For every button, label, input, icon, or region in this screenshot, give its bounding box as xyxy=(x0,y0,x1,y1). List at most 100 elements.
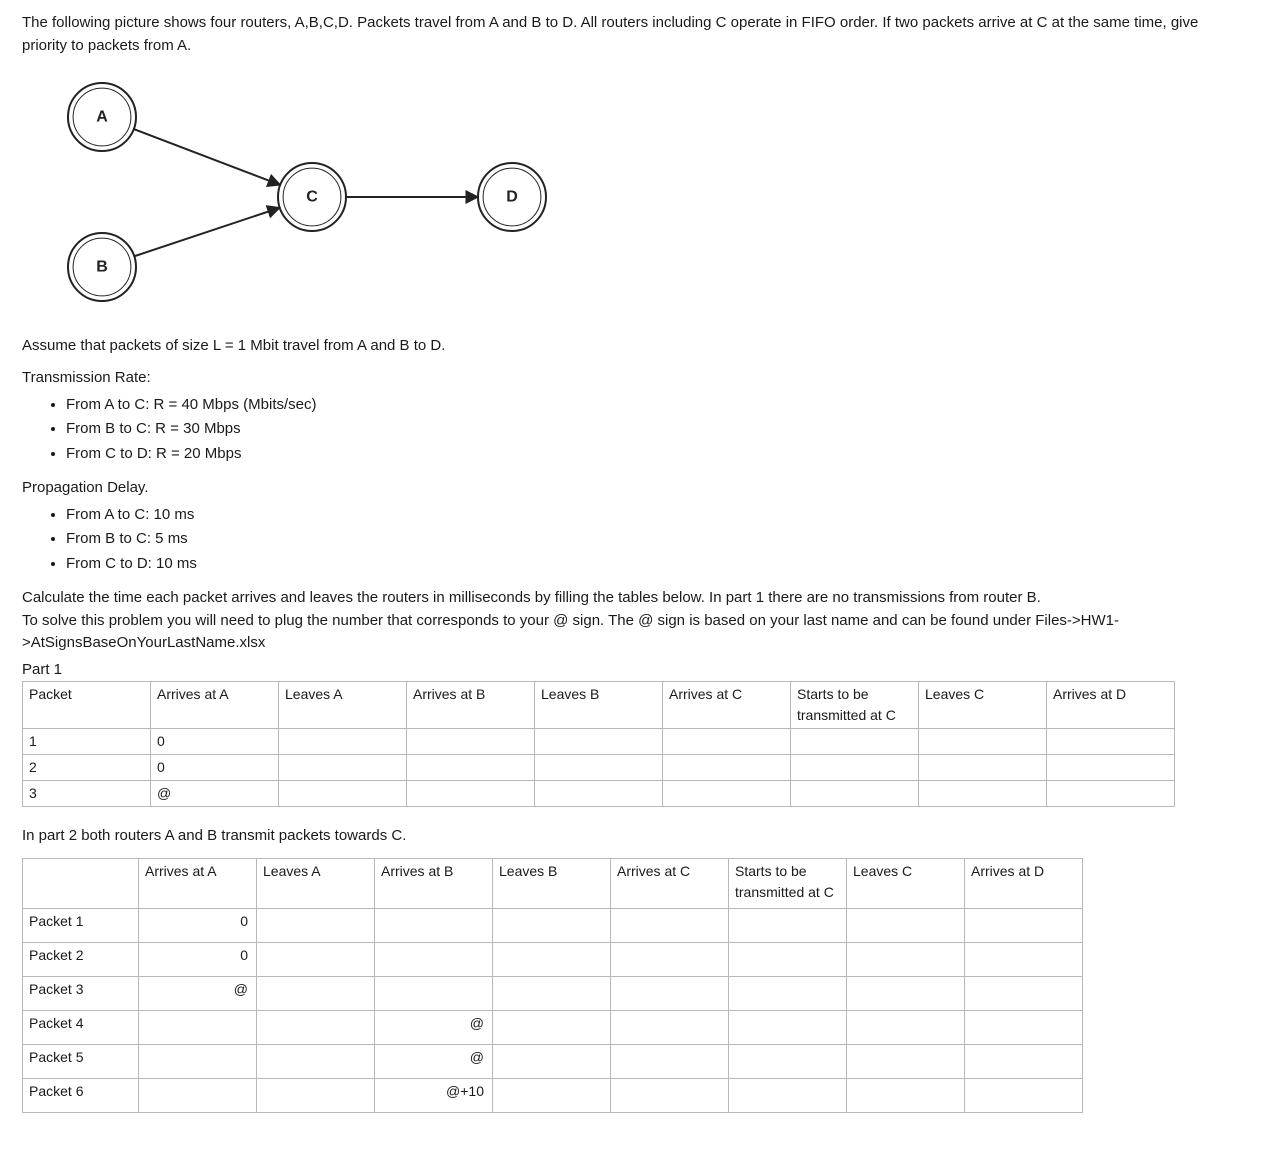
table-cell xyxy=(729,908,847,942)
column-header: Arrives at D xyxy=(965,858,1083,908)
table-cell: Packet 3 xyxy=(23,976,139,1010)
table-cell xyxy=(663,781,791,807)
table-cell: 0 xyxy=(151,755,279,781)
table-cell xyxy=(919,781,1047,807)
propagation-delay-label: Propagation Delay. xyxy=(22,477,1242,500)
table-cell xyxy=(279,755,407,781)
table-cell xyxy=(493,1044,611,1078)
table-row: 20 xyxy=(23,755,1175,781)
svg-text:D: D xyxy=(506,189,518,206)
router-diagram: ACDB xyxy=(22,67,1242,315)
column-header: Leaves C xyxy=(919,682,1047,729)
table-cell xyxy=(1047,755,1175,781)
table-cell: @ xyxy=(139,976,257,1010)
router-node-a: A xyxy=(68,83,136,151)
table-cell xyxy=(535,781,663,807)
table-cell xyxy=(965,1044,1083,1078)
table-cell xyxy=(847,976,965,1010)
router-node-d: D xyxy=(478,163,546,231)
table-cell xyxy=(729,1044,847,1078)
table-cell xyxy=(139,1010,257,1044)
table-cell xyxy=(375,976,493,1010)
part1-table: PacketArrives at ALeaves AArrives at BLe… xyxy=(22,681,1175,807)
propagation-delay-list: From A to C: 10 msFrom B to C: 5 msFrom … xyxy=(22,504,1242,576)
table-cell xyxy=(663,755,791,781)
table-cell xyxy=(493,1010,611,1044)
table-cell: 1 xyxy=(23,729,151,755)
table-row: Packet 6@+10 xyxy=(23,1078,1083,1112)
table-row: Packet 3@ xyxy=(23,976,1083,1010)
table-cell xyxy=(611,942,729,976)
table-cell xyxy=(257,1078,375,1112)
table-cell xyxy=(611,1010,729,1044)
table-cell xyxy=(257,908,375,942)
table-cell xyxy=(965,942,1083,976)
table-cell: Packet 2 xyxy=(23,942,139,976)
column-header: Arrives at B xyxy=(375,858,493,908)
column-header: Packet xyxy=(23,682,151,729)
table-cell xyxy=(493,942,611,976)
table-cell: 0 xyxy=(139,908,257,942)
table-cell xyxy=(919,729,1047,755)
table-cell xyxy=(611,976,729,1010)
table-cell xyxy=(729,942,847,976)
part2-intro-text: In part 2 both routers A and B transmit … xyxy=(22,825,1242,848)
table-cell xyxy=(611,1044,729,1078)
column-header: Starts to be transmitted at C xyxy=(791,682,919,729)
column-header: Arrives at A xyxy=(151,682,279,729)
table-cell xyxy=(729,976,847,1010)
table-cell: @ xyxy=(375,1044,493,1078)
table-cell xyxy=(375,908,493,942)
table-cell xyxy=(407,781,535,807)
table-row: Packet 4 @ xyxy=(23,1010,1083,1044)
table-cell: @ xyxy=(151,781,279,807)
table-cell: 0 xyxy=(151,729,279,755)
table-cell xyxy=(611,908,729,942)
table-row: Packet 10 xyxy=(23,908,1083,942)
part1-label: Part 1 xyxy=(22,659,1242,682)
table-cell xyxy=(139,1044,257,1078)
column-header: Arrives at A xyxy=(139,858,257,908)
table-cell: Packet 4 xyxy=(23,1010,139,1044)
table-cell xyxy=(919,755,1047,781)
table-cell xyxy=(257,1044,375,1078)
assumption-line: Assume that packets of size L = 1 Mbit t… xyxy=(22,335,1242,358)
edge xyxy=(134,129,280,185)
table-cell xyxy=(965,1078,1083,1112)
transmission-rate-label: Transmission Rate: xyxy=(22,367,1242,390)
svg-text:B: B xyxy=(96,259,108,276)
table-cell xyxy=(493,1078,611,1112)
table-cell xyxy=(729,1078,847,1112)
column-header: Arrives at C xyxy=(663,682,791,729)
table-row: 3@ xyxy=(23,781,1175,807)
table-cell xyxy=(407,729,535,755)
table-cell xyxy=(847,908,965,942)
table-cell: @ xyxy=(375,1010,493,1044)
svg-text:A: A xyxy=(96,109,108,126)
table-cell xyxy=(257,942,375,976)
propagation-delay-item: From A to C: 10 ms xyxy=(66,504,1242,527)
table-cell xyxy=(257,976,375,1010)
table-cell: Packet 5 xyxy=(23,1044,139,1078)
part2-table: Arrives at ALeaves AArrives at BLeaves B… xyxy=(22,858,1083,1113)
column-header xyxy=(23,858,139,908)
table-row: 10 xyxy=(23,729,1175,755)
table-cell xyxy=(791,729,919,755)
table-cell xyxy=(535,729,663,755)
table-cell xyxy=(279,729,407,755)
table-cell xyxy=(535,755,663,781)
table-cell xyxy=(663,729,791,755)
table-cell xyxy=(493,976,611,1010)
table-cell xyxy=(611,1078,729,1112)
column-header: Arrives at D xyxy=(1047,682,1175,729)
transmission-rate-item: From B to C: R = 30 Mbps xyxy=(66,418,1242,441)
table-cell: Packet 1 xyxy=(23,908,139,942)
table-row: Packet 20 xyxy=(23,942,1083,976)
table-cell xyxy=(965,1010,1083,1044)
table-cell xyxy=(407,755,535,781)
table-cell xyxy=(791,755,919,781)
column-header: Arrives at B xyxy=(407,682,535,729)
column-header: Leaves A xyxy=(257,858,375,908)
table-cell xyxy=(375,942,493,976)
propagation-delay-item: From C to D: 10 ms xyxy=(66,553,1242,576)
